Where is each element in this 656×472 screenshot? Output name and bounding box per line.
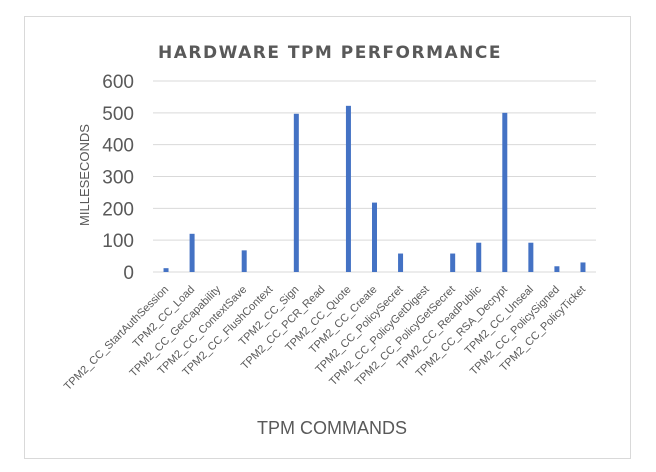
bar-TPM2_CC_Sign	[293, 113, 299, 272]
bar-TPM2_CC_StartAuthSession	[163, 268, 169, 272]
x-axis-labels: TPM2_CC_StartAuthSessionTPM2_CC_LoadTPM2…	[62, 283, 588, 393]
y-tick-label: 400	[102, 136, 134, 157]
y-tick-label: 100	[102, 231, 134, 252]
y-tick-label: 300	[102, 168, 134, 189]
bar-TPM2_CC_Quote	[345, 105, 351, 272]
bar-TPM2_CC_PolicySecret	[398, 253, 404, 272]
x-axis-title: TPM COMMANDS	[257, 418, 407, 438]
chart-title: HARDWARE TPM PERFORMANCE	[158, 43, 502, 63]
x-tick-label: TPM2_CC_StartAuthSession	[62, 284, 171, 393]
y-tick-label: 500	[102, 104, 134, 125]
y-axis-ticks: 0 100 200 300 400 500 600	[102, 72, 134, 284]
bar-TPM2_CC_PolicyGetSecret	[450, 253, 456, 272]
bars	[163, 105, 586, 272]
bar-TPM2_CC_RSA_Decrypt	[502, 112, 508, 272]
y-tick-label: 200	[102, 199, 134, 220]
y-tick-label: 0	[123, 263, 134, 284]
y-axis-title: MILLESECONDS	[77, 124, 92, 226]
bar-TPM2_CC_ReadPublic	[476, 242, 482, 272]
bar-TPM2_CC_Unseal	[528, 242, 534, 272]
y-tick-label: 600	[102, 72, 134, 93]
bar-TPM2_CC_ContextSave	[241, 250, 247, 272]
bar-TPM2_CC_Load	[189, 233, 195, 272]
chart-frame	[24, 16, 631, 459]
gridlines	[153, 80, 596, 273]
bar-TPM2_CC_Create	[372, 202, 377, 272]
bar-TPM2_CC_PolicySigned	[554, 266, 560, 272]
bar-TPM2_CC_PolicyTicket	[580, 262, 586, 272]
